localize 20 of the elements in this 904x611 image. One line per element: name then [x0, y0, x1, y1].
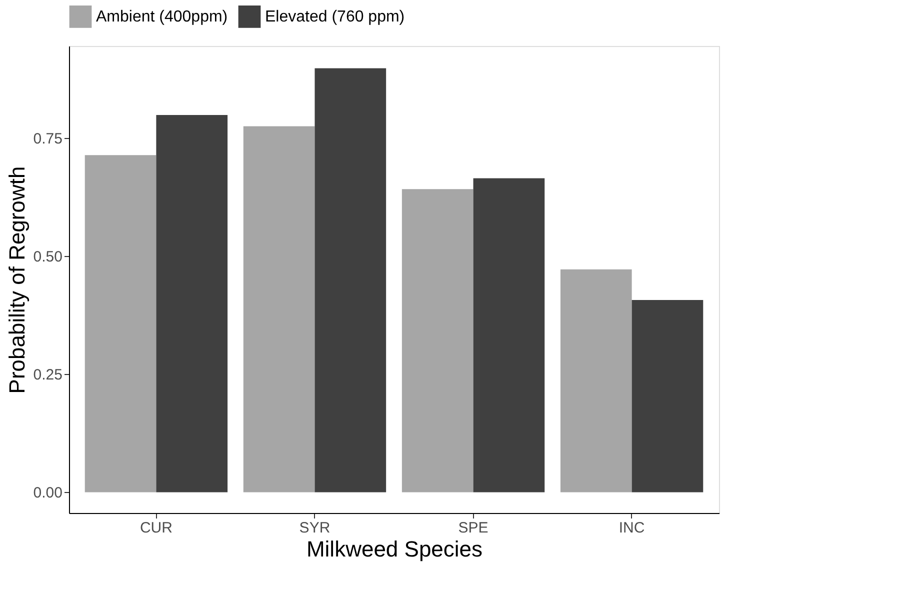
x-tick-label: INC: [618, 520, 645, 536]
x-axis-title: Milkweed Species: [306, 536, 483, 562]
x-tick-label: SYR: [299, 520, 330, 536]
bar: [560, 269, 632, 492]
y-tick-label: 0.75: [33, 130, 62, 148]
y-axis-title: Probability of Regrowth: [4, 166, 30, 394]
bar: [473, 178, 545, 492]
x-tick-label: CUR: [140, 520, 173, 536]
bar: [156, 114, 228, 492]
bar: [84, 155, 156, 492]
y-tick-label: 0.00: [33, 484, 62, 502]
x-tick-label: SPE: [458, 520, 488, 536]
bar: [243, 126, 315, 492]
bar: [632, 300, 704, 492]
bar: [314, 68, 386, 492]
y-tick-label: 0.25: [33, 366, 62, 384]
bar: [402, 189, 474, 492]
legend-label: Ambient (400ppm): [96, 8, 228, 26]
legend-label: Elevated (760 ppm): [265, 8, 405, 26]
y-tick-label: 0.50: [33, 248, 62, 266]
